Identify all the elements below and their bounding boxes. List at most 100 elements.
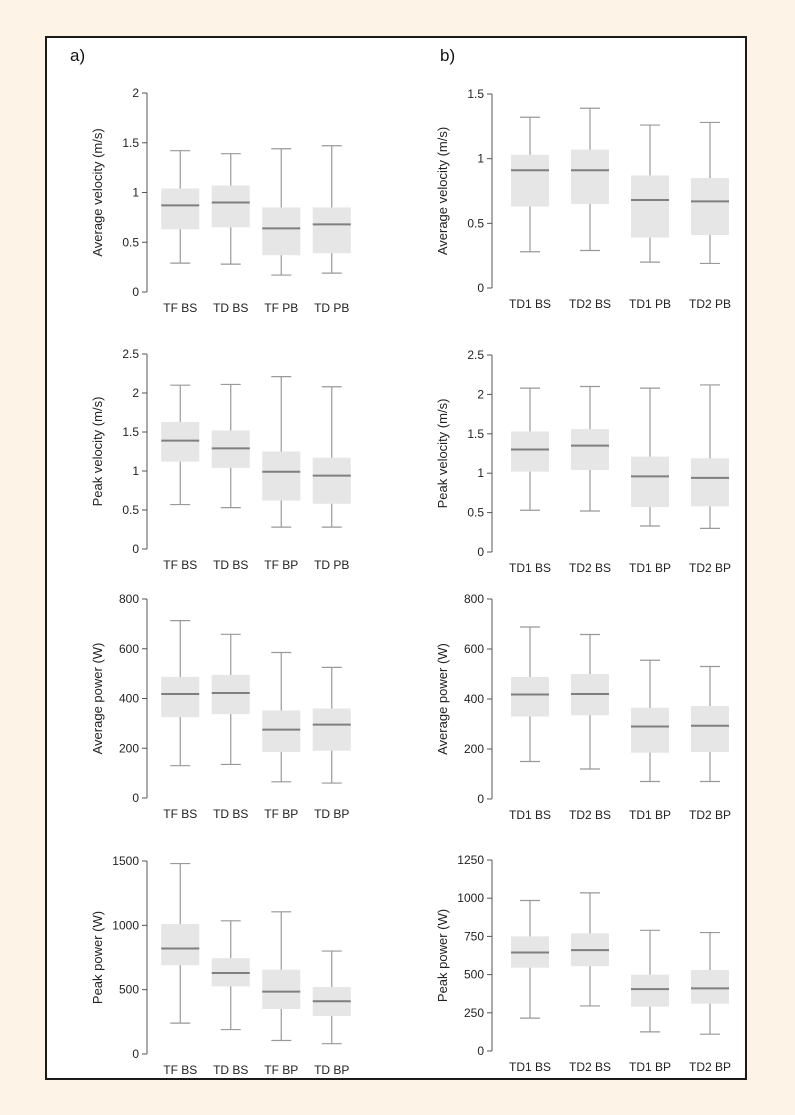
y-tick-label: 800 [464,592,484,606]
y-tick-label: 2 [132,86,139,100]
x-category-label: TD2 BS [569,297,611,311]
iqr-box [262,451,301,501]
x-category-label: TD2 BS [569,561,611,575]
y-tick-label: 1.5 [467,427,484,441]
boxplot-a-3: 0 200 400 600 800 Average power (W) TF BS TD BS… [90,592,351,821]
iqr-box [161,676,200,718]
x-category-label: TD BS [213,807,248,821]
box-tf-pb: TF PB [262,148,301,315]
iqr-box [571,149,609,204]
y-tick-label: 1.5 [122,425,139,439]
x-category-label: TD1 BP [629,1060,671,1074]
iqr-box [571,429,609,471]
y-axis-title: Average velocity (m/s) [435,127,450,255]
y-axis-title: Peak velocity (m/s) [435,399,450,509]
x-category-label: TF BS [163,558,197,572]
boxplot-a-4: 0 500 1000 1500 Peak power (W) TF BS TD BS TF B… [90,854,351,1077]
y-tick-label: 1.5 [122,136,139,150]
iqr-box [161,188,200,230]
y-tick-label: 2 [477,387,484,401]
x-category-label: TD2 BS [569,808,611,822]
box-tf-bp: TF BP [262,911,301,1077]
y-tick-label: 600 [464,642,484,656]
boxplot-a-1: 0 0.5 1 1.5 2 Average velocity (m/s) TF BS TD B… [90,86,351,315]
boxplot-b-4: 0 250 500 750 1000 1250 Peak power (W) TD1 BS TD… [435,853,731,1074]
y-tick-label: 1 [477,152,484,166]
x-category-label: TF BP [264,558,298,572]
x-category-label: TD2 BP [689,808,731,822]
x-category-label: TF BS [163,301,197,315]
x-category-label: TD PB [314,558,349,572]
x-category-label: TD BS [213,301,248,315]
box-td1-bs: TD1 BS [509,387,551,575]
box-td2-bs: TD2 BS [569,107,611,311]
box-td2-bs: TD2 BS [569,892,611,1074]
y-tick-label: 400 [119,692,139,706]
y-tick-label: 200 [119,741,139,755]
y-tick-label: 250 [464,1006,484,1020]
y-tick-label: 400 [464,692,484,706]
y-tick-label: 0.5 [467,216,484,230]
iqr-box [312,708,351,751]
y-tick-label: 1.5 [467,87,484,101]
iqr-box [691,706,729,752]
box-td-pb: TD PB [312,386,351,572]
iqr-box [161,421,200,462]
iqr-box [511,154,549,207]
y-tick-label: 500 [464,968,484,982]
y-axis-title: Average power (W) [435,643,450,755]
x-category-label: TD1 BS [509,808,551,822]
panel-label-b: b) [440,46,456,65]
x-category-label: TD2 BS [569,1060,611,1074]
iqr-box [161,924,200,966]
iqr-box [511,677,549,717]
box-td1-bs: TD1 BS [509,626,551,822]
x-category-label: TD PB [314,301,349,315]
iqr-box [211,674,250,715]
box-td2-bp: TD2 BP [689,384,731,575]
box-tf-bs: TF BS [161,620,200,821]
box-tf-bp: TF BP [262,376,301,572]
iqr-box [631,707,669,753]
y-tick-label: 0 [477,545,484,559]
box-tf-bs: TF BS [161,150,200,315]
box-td2-bs: TD2 BS [569,633,611,822]
x-category-label: TF PB [264,301,298,315]
box-tf-bs: TF BS [161,384,200,572]
y-tick-label: 1250 [457,853,484,867]
y-axis-title: Peak velocity (m/s) [90,397,105,507]
y-tick-label: 0.5 [122,235,139,249]
y-tick-label: 1 [132,186,139,200]
y-axis-title: Peak power (W) [435,909,450,1002]
box-tf-bp: TF BP [262,651,301,821]
y-tick-label: 2.5 [467,348,484,362]
box-td2-bp: TD2 BP [689,665,731,822]
box-td-bs: TD BS [211,383,250,572]
y-tick-label: 0 [132,1047,139,1061]
x-category-label: TF BS [163,1063,197,1077]
box-td1-bs: TD1 BS [509,899,551,1074]
box-td2-bp: TD2 BP [689,931,731,1074]
y-tick-label: 800 [119,592,139,606]
x-category-label: TD BP [314,807,349,821]
box-td-bs: TD BS [211,920,250,1077]
box-td-bs: TD BS [211,153,250,315]
iqr-box [691,178,729,235]
x-category-label: TD BP [314,1063,349,1077]
y-tick-label: 0.5 [467,506,484,520]
iqr-box [631,974,669,1007]
y-tick-label: 1500 [112,854,139,868]
iqr-box [691,458,729,507]
panel-label-a: a) [70,46,86,65]
x-category-label: TF BP [264,807,298,821]
y-tick-label: 0.5 [122,503,139,517]
box-td1-bp: TD1 BP [629,659,671,822]
boxplot-a-2: 0 0.5 1 1.5 2 2.5 Peak velocity (m/s) TF BS TD B… [90,347,351,572]
y-axis-title: Peak power (W) [90,911,105,1004]
y-tick-label: 1000 [457,891,484,905]
box-td1-bp: TD1 BP [629,387,671,575]
y-axis-title: Average velocity (m/s) [90,128,105,256]
x-category-label: TD1 BP [629,808,671,822]
y-tick-label: 0 [132,791,139,805]
iqr-box [262,710,301,752]
